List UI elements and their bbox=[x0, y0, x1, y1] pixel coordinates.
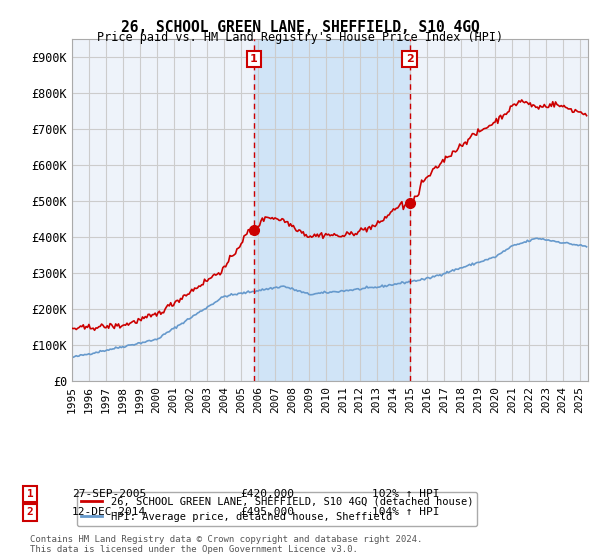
Text: Price paid vs. HM Land Registry's House Price Index (HPI): Price paid vs. HM Land Registry's House … bbox=[97, 31, 503, 44]
Text: Contains HM Land Registry data © Crown copyright and database right 2024.
This d: Contains HM Land Registry data © Crown c… bbox=[30, 535, 422, 554]
Text: 104% ↑ HPI: 104% ↑ HPI bbox=[372, 507, 439, 517]
Text: 26, SCHOOL GREEN LANE, SHEFFIELD, S10 4GQ: 26, SCHOOL GREEN LANE, SHEFFIELD, S10 4G… bbox=[121, 20, 479, 35]
Text: 12-DEC-2014: 12-DEC-2014 bbox=[72, 507, 146, 517]
Text: 1: 1 bbox=[26, 489, 34, 499]
Bar bbox=[254, 39, 410, 381]
Text: £495,000: £495,000 bbox=[240, 507, 294, 517]
Legend: 26, SCHOOL GREEN LANE, SHEFFIELD, S10 4GQ (detached house), HPI: Average price, : 26, SCHOOL GREEN LANE, SHEFFIELD, S10 4G… bbox=[77, 492, 477, 526]
Text: £420,000: £420,000 bbox=[240, 489, 294, 499]
Text: 27-SEP-2005: 27-SEP-2005 bbox=[72, 489, 146, 499]
Text: 1: 1 bbox=[250, 54, 258, 64]
Text: 2: 2 bbox=[406, 54, 413, 64]
Text: 2: 2 bbox=[26, 507, 34, 517]
Text: 102% ↑ HPI: 102% ↑ HPI bbox=[372, 489, 439, 499]
